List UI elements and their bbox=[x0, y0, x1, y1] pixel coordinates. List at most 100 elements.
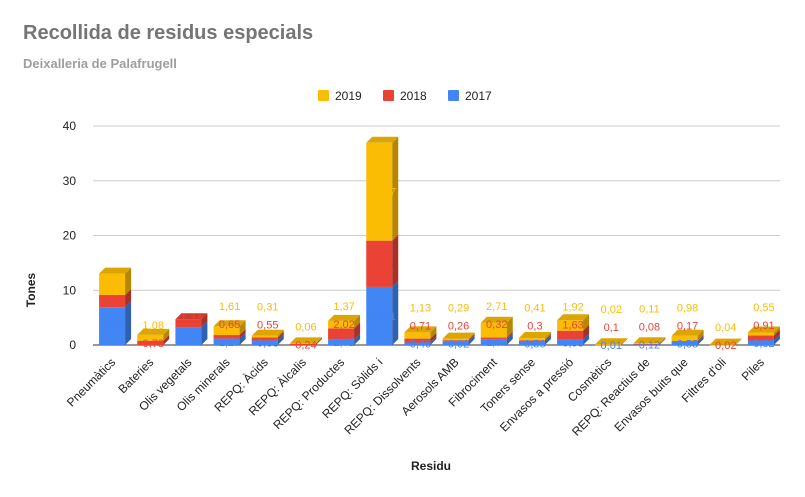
data-label-2019: 1,37 bbox=[333, 301, 354, 313]
bar-segment-2018 bbox=[480, 331, 513, 340]
data-label-2017: 0,62 bbox=[448, 338, 469, 350]
bar-segment-2019 bbox=[747, 326, 780, 336]
bar-segment-2019 bbox=[595, 338, 628, 345]
data-label-2019: 0,06 bbox=[295, 321, 316, 333]
legend: 2019 2018 2017 bbox=[318, 89, 492, 103]
chart-title: Recollida de residus especials bbox=[23, 22, 314, 44]
y-tick-label: 0 bbox=[69, 338, 76, 352]
bar-segment-2018 bbox=[557, 324, 590, 340]
bar-segment-2019 bbox=[633, 337, 666, 344]
data-label-2018: 2,02 bbox=[333, 319, 354, 331]
data-label-2019: 0,02 bbox=[601, 304, 622, 316]
data-label-2019: 0,11 bbox=[639, 304, 660, 316]
bar-segment-2017 bbox=[404, 336, 437, 345]
data-label-2017: 0,46 bbox=[410, 339, 431, 351]
data-label-2017: 0,12 bbox=[639, 340, 660, 352]
x-tick-label: Pneumàtics bbox=[64, 355, 118, 409]
legend-swatch-2017 bbox=[448, 90, 459, 101]
data-label-2019: 1,08 bbox=[143, 320, 164, 332]
bar-segment-2018 bbox=[671, 335, 704, 342]
data-label-2017: 3,27 bbox=[181, 331, 202, 343]
y-tick-label: 20 bbox=[63, 229, 77, 243]
data-label-2017: 0,01 bbox=[601, 340, 622, 352]
data-label-2018: 0,08 bbox=[639, 322, 660, 334]
data-label-2017: 0,83 bbox=[257, 338, 278, 350]
data-label-2018: 1,63 bbox=[562, 319, 583, 331]
bars bbox=[99, 136, 780, 346]
data-label-2017: 0,55 bbox=[677, 338, 698, 350]
data-label-2018: 0,3 bbox=[527, 320, 542, 332]
data-label-2017: 1,04 bbox=[486, 337, 507, 349]
bar-segment-2018 bbox=[366, 234, 399, 287]
x-axis-title: Residu bbox=[411, 459, 451, 473]
data-label-2019: 0,04 bbox=[715, 322, 736, 334]
data-labels: 6,90 2,24 3,9 0,78 1,08 3,27 1,44 1,17 0,65 1,61 0… bbox=[104, 187, 774, 352]
bar-segment-2018 bbox=[518, 334, 551, 342]
bar-segment-2018 bbox=[137, 334, 170, 345]
data-label-2018: 2,24 bbox=[104, 296, 125, 308]
data-label-2019: 0,41 bbox=[524, 302, 545, 314]
legend-label-2018: 2018 bbox=[400, 89, 427, 103]
data-label-2017: 0,56 bbox=[524, 338, 545, 350]
bar-segment-2017 bbox=[633, 338, 666, 345]
data-label-2018: 0,1 bbox=[604, 322, 619, 334]
data-label-2018: 0,24 bbox=[295, 339, 316, 351]
legend-swatch-2019 bbox=[318, 90, 329, 101]
bar-segment-2017 bbox=[480, 333, 513, 345]
data-label-2018: 0,78 bbox=[143, 338, 164, 350]
bar-segment-2019 bbox=[137, 328, 170, 341]
data-label-2018: 0,17 bbox=[677, 320, 698, 332]
bar-segment-2019 bbox=[518, 332, 551, 341]
data-label-2019: 0,29 bbox=[448, 302, 469, 314]
bar-segment-2018 bbox=[213, 329, 246, 339]
data-label-2019: 0,55 bbox=[753, 302, 774, 314]
y-axis-title: Tones bbox=[24, 272, 38, 307]
bar-segment-2018 bbox=[633, 337, 666, 345]
bar-segment-2019 bbox=[213, 320, 246, 336]
bar-segment-2019 bbox=[289, 337, 322, 344]
bar-segment-2019 bbox=[709, 338, 742, 346]
bar-segment-2018 bbox=[99, 288, 132, 308]
data-label-2019: 0,31 bbox=[257, 302, 278, 314]
bar-segment-2017 bbox=[213, 332, 246, 345]
data-label-2018: 0,32 bbox=[486, 319, 507, 331]
bar-segment-2018 bbox=[404, 332, 437, 343]
bar-segment-2019 bbox=[671, 329, 704, 342]
bar-segment-2018 bbox=[251, 331, 284, 341]
bar-segment-2017 bbox=[175, 321, 208, 345]
bar-segment-2019 bbox=[557, 314, 590, 331]
legend-label-2019: 2019 bbox=[335, 89, 362, 103]
chart-subtitle: Deixalleria de Palafrugell bbox=[23, 56, 177, 71]
bar-segment-2019 bbox=[366, 136, 399, 241]
data-label-2019: 17,87 bbox=[368, 187, 396, 199]
data-label-2017: 6,90 bbox=[104, 321, 125, 333]
data-label-2018: 0,55 bbox=[257, 320, 278, 332]
bar-segment-2019 bbox=[251, 329, 284, 338]
y-tick-label: 10 bbox=[63, 283, 77, 297]
data-label-2017: 0,98 bbox=[562, 337, 583, 349]
bar-segment-2017 bbox=[366, 280, 399, 345]
data-label-2018: 0,26 bbox=[448, 320, 469, 332]
x-tick-label: Piles bbox=[739, 355, 767, 383]
bar-segment-2017 bbox=[671, 335, 704, 345]
data-label-2018: 0,65 bbox=[219, 319, 240, 331]
y-tick-label: 40 bbox=[63, 119, 77, 133]
bar-segment-2018 bbox=[442, 334, 475, 342]
data-label-2019: 1,92 bbox=[562, 301, 583, 313]
data-label-2018: 0,91 bbox=[753, 320, 774, 332]
bar-segment-2019 bbox=[480, 316, 513, 338]
bar-segment-2019 bbox=[328, 314, 361, 329]
data-label-2019: 0,98 bbox=[677, 302, 698, 314]
data-label-2017: 1,02 bbox=[333, 337, 354, 349]
data-label-2018: 8,45 bbox=[372, 259, 393, 271]
bar-segment-2018 bbox=[175, 313, 208, 328]
legend-swatch-2018 bbox=[383, 90, 394, 101]
gridlines: 0 10 20 30 40 bbox=[63, 119, 780, 352]
data-label-2018: 0,02 bbox=[715, 340, 736, 352]
data-label-2019: 2,71 bbox=[486, 301, 507, 313]
bar-segment-2017 bbox=[747, 334, 780, 345]
data-label-2017: 10,61 bbox=[368, 311, 396, 323]
bar-segment-2017 bbox=[595, 338, 628, 346]
